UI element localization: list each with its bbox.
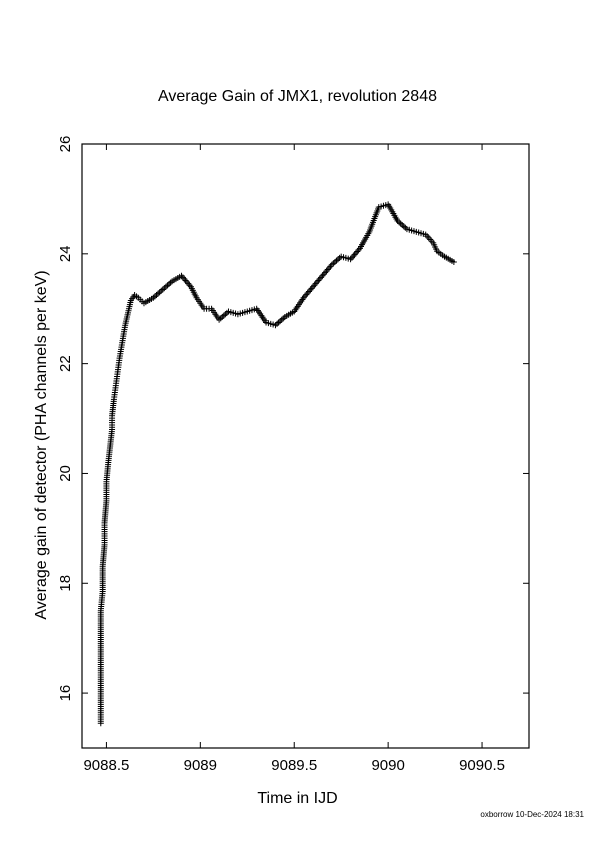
data-points [97,201,457,727]
data-point [164,282,171,289]
footer-credit: oxborrow 10-Dec-2024 18:31 [480,810,584,819]
data-point [348,254,355,261]
data-point [183,279,190,286]
data-point [156,289,163,296]
plot-frame [81,143,530,749]
data-point [307,286,314,293]
x-tick-label: 9089.5 [271,757,317,774]
data-point [158,287,165,294]
chart-title: Average Gain of JMX1, revolution 2848 [158,88,437,105]
data-point [450,259,457,266]
data-point [220,312,227,319]
data-point [166,281,173,288]
y-tick-label: 20 [57,465,74,482]
data-point [330,260,337,267]
data-point [315,277,322,284]
data-point [159,286,166,293]
data-point [336,254,343,261]
data-point [400,223,407,230]
data-point [161,285,168,292]
data-point [328,261,335,268]
y-tick-label: 16 [57,685,74,702]
x-axis-label: Time in IJD [257,790,338,807]
y-tick-label: 26 [57,136,74,153]
data-point [223,309,230,316]
data-point [351,251,358,258]
y-tick-label: 24 [57,245,74,262]
data-point [310,283,317,290]
data-point [352,250,359,257]
data-point [316,275,323,282]
data-point [185,280,192,287]
x-tick-label: 9088.5 [83,757,129,774]
data-point [182,277,189,284]
data-point [162,283,169,290]
data-point [396,219,403,226]
data-point [311,282,318,289]
data-point [335,256,342,263]
data-point [327,263,334,270]
data-point [326,264,333,271]
data-point [305,288,312,295]
data-point [304,290,311,297]
data-point [397,220,404,227]
y-tick-label: 18 [57,575,74,592]
x-axis-ticks: 9088.5 9089 9089.5 9090 9090.5 [83,144,505,774]
data-point [320,271,327,278]
data-point [155,290,162,297]
data-point [274,320,281,327]
data-point [179,274,186,281]
data-point [275,319,282,326]
data-point [314,279,321,286]
y-axis-label: Average gain of detector (PHA channels p… [33,270,50,620]
data-point [303,291,310,298]
data-point [399,221,406,228]
y-tick-label: 22 [57,355,74,372]
data-point [333,257,340,264]
data-point [278,316,285,323]
x-tick-label: 9090.5 [459,757,505,774]
data-point [219,313,226,320]
y-axis-ticks: 16 18 20 22 24 26 [57,136,529,702]
data-point [222,311,229,318]
data-point [318,274,325,281]
x-tick-label: 9090 [371,757,404,774]
data-point [323,268,330,275]
data-point [277,318,284,325]
data-point [322,269,329,276]
data-point [319,272,326,279]
data-point [153,292,160,298]
data-point [354,248,361,255]
data-point [331,259,338,266]
data-point [308,285,315,292]
data-point [324,266,331,273]
data-point [312,280,319,287]
x-tick-label: 9089 [184,757,217,774]
